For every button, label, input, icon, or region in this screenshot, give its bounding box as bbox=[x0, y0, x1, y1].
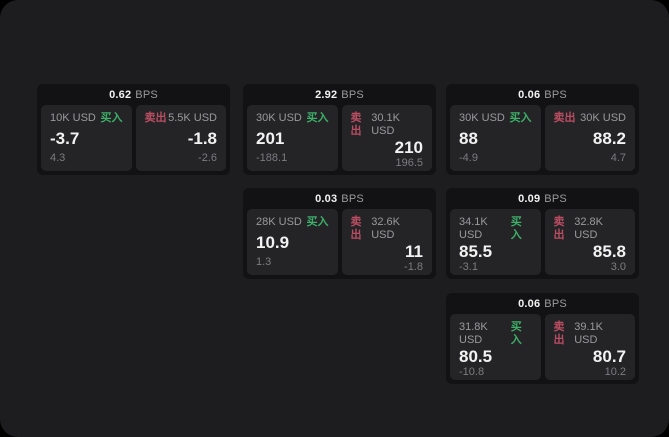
bps-header: 2.92 BPS bbox=[243, 84, 436, 105]
sell-delta: 10.2 bbox=[604, 366, 626, 378]
bps-value: 0.06 bbox=[518, 297, 541, 310]
sell-price: 210 bbox=[394, 138, 423, 157]
buy-delta: -3.1 bbox=[459, 261, 478, 273]
quote-card: 0.06 BPS 31.8K USD 买入 80.5 -10.8 卖出 39.1… bbox=[446, 293, 639, 384]
bps-value: 0.03 bbox=[315, 192, 338, 205]
buy-amount: 10K USD bbox=[50, 112, 96, 124]
buy-amount: 34.1K USD bbox=[459, 216, 488, 241]
bps-header: 0.03 BPS bbox=[243, 188, 436, 209]
buy-panel[interactable]: 10K USD 买入 -3.7 4.3 bbox=[41, 105, 132, 171]
buy-amount: 31.8K USD bbox=[459, 321, 488, 346]
buy-action-label: 买入 bbox=[306, 112, 329, 124]
bps-unit-label: BPS bbox=[544, 88, 567, 101]
buy-delta: 1.3 bbox=[256, 256, 272, 268]
sell-panel[interactable]: 卖出 32.6K USD 11 -1.8 bbox=[341, 209, 432, 275]
bps-value: 2.92 bbox=[315, 88, 338, 101]
buy-action-label: 买入 bbox=[510, 321, 522, 346]
sell-delta: -2.6 bbox=[198, 152, 217, 164]
quote-card-body: 30K USD 买入 201 -188.1 卖出 30.1K USD 210 1… bbox=[243, 105, 436, 175]
buy-price: 85.5 bbox=[459, 242, 493, 261]
bps-unit-label: BPS bbox=[135, 88, 158, 101]
sell-amount: 32.8K USD bbox=[574, 216, 603, 241]
bps-unit-label: BPS bbox=[544, 192, 567, 205]
buy-panel[interactable]: 34.1K USD 买入 85.5 -3.1 bbox=[450, 209, 541, 275]
quote-card: 2.92 BPS 30K USD 买入 201 -188.1 卖出 30.1K … bbox=[243, 84, 436, 175]
sell-panel[interactable]: 卖出 32.8K USD 85.8 3.0 bbox=[544, 209, 635, 275]
buy-price: 10.9 bbox=[256, 233, 290, 252]
bps-value: 0.09 bbox=[518, 192, 541, 205]
sell-panel[interactable]: 卖出 5.5K USD -1.8 -2.6 bbox=[135, 105, 226, 171]
quote-card-body: 10K USD 买入 -3.7 4.3 卖出 5.5K USD -1.8 -2.… bbox=[37, 105, 230, 175]
quote-card: 0.03 BPS 28K USD 买入 10.9 1.3 卖出 32.6K US… bbox=[243, 188, 436, 279]
sell-amount: 32.6K USD bbox=[371, 216, 400, 241]
sell-panel[interactable]: 卖出 30K USD 88.2 4.7 bbox=[544, 105, 635, 171]
bps-header: 0.09 BPS bbox=[446, 188, 639, 209]
bps-header: 0.62 BPS bbox=[37, 84, 230, 105]
buy-delta: -10.8 bbox=[459, 366, 485, 378]
sell-amount: 5.5K USD bbox=[168, 112, 217, 124]
sell-delta: -1.8 bbox=[404, 261, 423, 273]
buy-price: 80.5 bbox=[459, 347, 493, 366]
sell-action-label: 卖出 bbox=[350, 216, 362, 241]
sell-price: 11 bbox=[405, 242, 423, 261]
quote-card-body: 31.8K USD 买入 80.5 -10.8 卖出 39.1K USD 80.… bbox=[446, 314, 639, 384]
sell-action-label: 卖出 bbox=[553, 321, 565, 346]
sell-action-label: 卖出 bbox=[553, 112, 576, 124]
buy-delta: 4.3 bbox=[50, 152, 66, 164]
quote-card: 0.09 BPS 34.1K USD 买入 85.5 -3.1 卖出 32.8K… bbox=[446, 188, 639, 279]
quote-card: 0.62 BPS 10K USD 买入 -3.7 4.3 卖出 5.5K USD… bbox=[37, 84, 230, 175]
buy-delta: -188.1 bbox=[256, 152, 288, 164]
bps-unit-label: BPS bbox=[341, 88, 364, 101]
sell-delta: 4.7 bbox=[610, 152, 626, 164]
buy-amount: 30K USD bbox=[459, 112, 505, 124]
buy-panel[interactable]: 28K USD 买入 10.9 1.3 bbox=[247, 209, 338, 275]
buy-panel[interactable]: 30K USD 买入 201 -188.1 bbox=[247, 105, 338, 171]
quote-card: 0.06 BPS 30K USD 买入 88 -4.9 卖出 30K USD 8… bbox=[446, 84, 639, 175]
buy-action-label: 买入 bbox=[509, 112, 532, 124]
bps-value: 0.06 bbox=[518, 88, 541, 101]
bps-value: 0.62 bbox=[109, 88, 132, 101]
buy-action-label: 买入 bbox=[306, 216, 329, 228]
sell-panel[interactable]: 卖出 30.1K USD 210 196.5 bbox=[341, 105, 432, 171]
buy-price: -3.7 bbox=[50, 129, 80, 148]
sell-price: 85.8 bbox=[592, 242, 626, 261]
sell-action-label: 卖出 bbox=[553, 216, 565, 241]
bps-unit-label: BPS bbox=[341, 192, 364, 205]
sell-action-label: 卖出 bbox=[144, 112, 167, 124]
bps-header: 0.06 BPS bbox=[446, 84, 639, 105]
buy-panel[interactable]: 31.8K USD 买入 80.5 -10.8 bbox=[450, 314, 541, 380]
sell-panel[interactable]: 卖出 39.1K USD 80.7 10.2 bbox=[544, 314, 635, 380]
sell-delta: 3.0 bbox=[610, 261, 626, 273]
bps-unit-label: BPS bbox=[544, 297, 567, 310]
sell-amount: 30.1K USD bbox=[371, 112, 400, 137]
sell-delta: 196.5 bbox=[395, 157, 423, 169]
sell-amount: 30K USD bbox=[580, 112, 626, 124]
bps-header: 0.06 BPS bbox=[446, 293, 639, 314]
buy-panel[interactable]: 30K USD 买入 88 -4.9 bbox=[450, 105, 541, 171]
buy-price: 201 bbox=[256, 129, 285, 148]
sell-action-label: 卖出 bbox=[350, 112, 362, 137]
buy-action-label: 买入 bbox=[100, 112, 123, 124]
buy-price: 88 bbox=[459, 129, 478, 148]
sell-price: -1.8 bbox=[187, 129, 217, 148]
sell-amount: 39.1K USD bbox=[574, 321, 603, 346]
buy-delta: -4.9 bbox=[459, 152, 478, 164]
buy-action-label: 买入 bbox=[510, 216, 522, 241]
buy-amount: 28K USD bbox=[256, 216, 302, 228]
sell-price: 88.2 bbox=[592, 129, 626, 148]
quote-card-body: 28K USD 买入 10.9 1.3 卖出 32.6K USD 11 -1.8 bbox=[243, 209, 436, 279]
quote-card-body: 34.1K USD 买入 85.5 -3.1 卖出 32.8K USD 85.8… bbox=[446, 209, 639, 279]
quote-card-body: 30K USD 买入 88 -4.9 卖出 30K USD 88.2 4.7 bbox=[446, 105, 639, 175]
buy-amount: 30K USD bbox=[256, 112, 302, 124]
sell-price: 80.7 bbox=[592, 347, 626, 366]
